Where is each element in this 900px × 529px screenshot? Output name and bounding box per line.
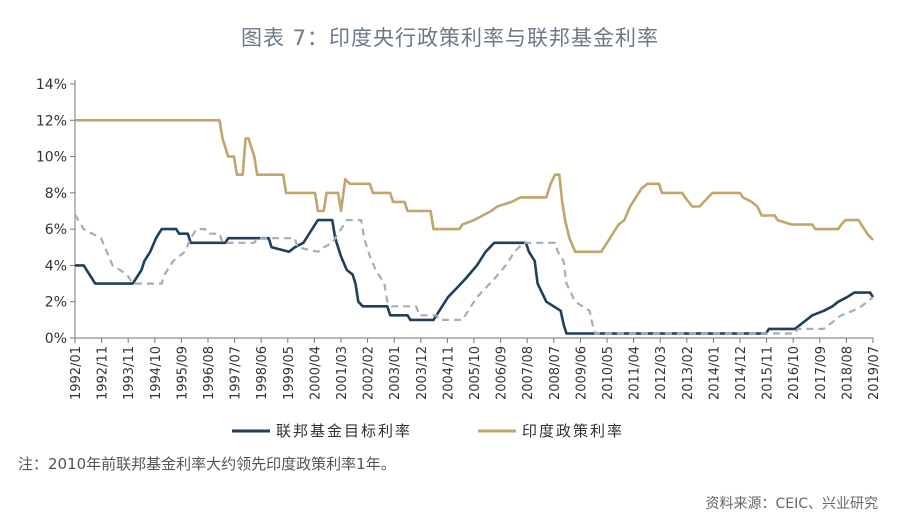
x-tick-label: 2002/02: [362, 346, 377, 400]
x-tick-label: 1999/05: [282, 346, 297, 400]
y-tick-label: 8%: [45, 186, 67, 202]
chart-note: 注：2010年前联邦基金利率大约领先印度政策利率1年。: [18, 455, 396, 473]
x-tick-label: 2003/12: [415, 346, 430, 400]
y-tick-label: 10%: [36, 150, 67, 166]
series-layer: [74, 119, 875, 335]
y-tick-label: 2%: [45, 295, 67, 311]
x-tick-label: 2005/10: [468, 346, 483, 400]
series-line-1: [74, 214, 874, 335]
x-tick-label: 2003/01: [388, 346, 403, 400]
x-tick-label: 1993/11: [122, 346, 137, 400]
x-tick-label: 2008/07: [548, 346, 563, 400]
x-tick-label: 2018/08: [840, 346, 855, 400]
x-tick-label: 2000/04: [308, 346, 323, 400]
series-line-2: [75, 119, 874, 254]
x-tick-label: 2012/03: [654, 346, 669, 400]
y-tick-label: 0%: [45, 331, 67, 347]
x-tick-label: 1995/09: [175, 346, 190, 400]
x-tick-label: 2014/01: [707, 346, 722, 400]
chart-title: 图表 7：印度央行政策利率与联邦基金利率: [240, 26, 660, 50]
y-tick-label: 12%: [36, 113, 67, 129]
x-tick-label: 2014/12: [734, 346, 749, 400]
x-tick-label: 2011/04: [628, 346, 643, 400]
x-tick-label: 2009/06: [574, 346, 589, 400]
x-tick-label: 2004/11: [441, 346, 456, 400]
x-tick-label: 1997/07: [229, 346, 244, 400]
x-tick-label: 1998/06: [255, 346, 270, 400]
x-tick-label: 2015/11: [761, 346, 776, 400]
x-tick-label: 2017/09: [814, 346, 829, 400]
x-tick-label: 2007/08: [521, 346, 536, 400]
x-tick-label: 2013/02: [681, 346, 696, 400]
y-tick-label: 4%: [45, 258, 67, 274]
x-axis: 1992/01 1992/11 1993/11 1994/10 1995/09 1996/…: [69, 337, 882, 400]
y-axis: 0% 2% 4% 6% 8% 10% 12% 14%: [36, 77, 76, 347]
y-tick-label: 14%: [36, 77, 67, 93]
x-tick-label: 2006/09: [495, 346, 510, 400]
legend-label: 印度政策利率: [522, 422, 624, 440]
x-tick-label: 1992/11: [96, 346, 111, 400]
x-tick-label: 2016/10: [787, 346, 802, 400]
chart-source: 资料来源：CEIC、兴业研究: [705, 496, 878, 512]
x-tick-label: 2010/05: [601, 346, 616, 400]
x-tick-label: 2019/07: [867, 346, 882, 400]
x-tick-label: 1996/08: [202, 346, 217, 400]
y-tick-label: 6%: [45, 222, 67, 238]
legend: 联邦基金目标利率 印度政策利率: [232, 422, 624, 440]
x-tick-label: 2001/03: [335, 346, 350, 400]
series-line-0: [75, 218, 875, 335]
x-tick-label: 1992/01: [69, 346, 84, 400]
legend-label: 联邦基金目标利率: [276, 422, 412, 440]
x-tick-label: 1994/10: [149, 346, 164, 400]
